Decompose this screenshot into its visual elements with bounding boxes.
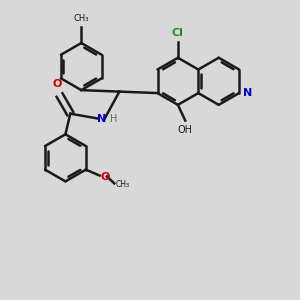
Text: N: N	[243, 88, 252, 98]
Text: CH₃: CH₃	[115, 180, 129, 189]
Text: OH: OH	[178, 125, 193, 136]
Text: Cl: Cl	[172, 28, 184, 38]
Text: O: O	[53, 79, 62, 89]
Text: CH₃: CH₃	[74, 14, 89, 23]
Text: H: H	[110, 114, 117, 124]
Text: O: O	[100, 172, 110, 182]
Text: N: N	[97, 114, 106, 124]
